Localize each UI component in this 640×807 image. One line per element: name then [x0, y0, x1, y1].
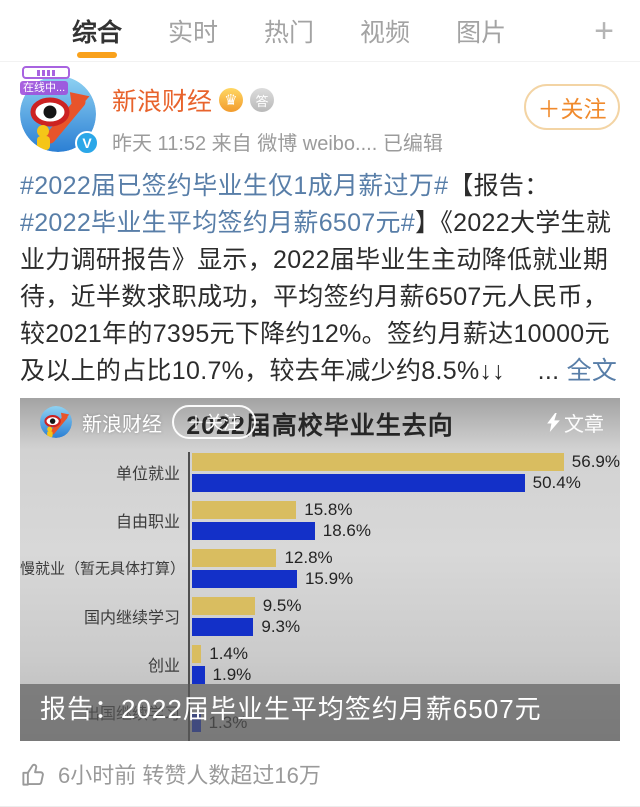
chart-title: 2022届高校毕业生去向 [186, 412, 454, 440]
add-tab-icon[interactable]: + [594, 11, 614, 50]
chart-category-row: 慢就业（暂无具体打算） 12.8% 15.9% [20, 544, 620, 592]
qa-badge-icon: 答 [250, 88, 275, 112]
category-label: 自由职业 [115, 514, 180, 531]
bar-blue [192, 473, 525, 492]
author-name[interactable]: 新浪财经 [112, 88, 213, 116]
bar-value-label: 56.9% [571, 451, 620, 471]
chart-axis-line [188, 452, 190, 741]
bar-value-label: 50.4% [532, 472, 581, 492]
bar-yellow [192, 596, 255, 615]
crown-badge-icon: ♛ [219, 88, 244, 112]
post-link[interactable]: 全文 [566, 357, 618, 385]
engagement-bar[interactable]: 6小时前 转赞人数超过16万 [20, 741, 620, 790]
chart-category-row: 自由职业 15.8% 18.6% [20, 496, 620, 544]
bar-value-label: 9.3% [261, 616, 301, 636]
bar-blue [192, 569, 297, 588]
image-caption-band: 报告：2022届毕业生平均签约月薪6507元 [20, 684, 620, 741]
post-meta: 昨天 11:52 来自 微博 weibo.... 已编辑 [112, 133, 443, 155]
avatar[interactable]: 在线中... V [20, 66, 99, 155]
thumbs-up-icon [22, 763, 44, 786]
bar-yellow [192, 500, 297, 519]
follow-button[interactable]: ＋关注 [524, 84, 620, 130]
online-status-badge: 在线中... [20, 81, 69, 95]
post-content: #2022届已签约毕业生仅1成月薪过万#【报告： #2022毕业生平均签约月薪65… [20, 168, 620, 390]
bar-blue [192, 617, 254, 636]
tab-综合[interactable]: 综合 [72, 0, 122, 62]
sina-finance-avatar [20, 76, 96, 152]
category-label: 单位就业 [115, 466, 180, 483]
lightning-icon [547, 412, 560, 432]
tab-图片[interactable]: 图片 [456, 18, 507, 47]
search-result-tabbar: 综合 实时 热门 视频 图片 + [0, 0, 640, 62]
tab-热门[interactable]: 热门 [264, 18, 315, 47]
embedded-article-image[interactable]: 2022届高校毕业生去向 新浪财经 ＋关注 文章 单位就业 56.9% 50.4% 自… [20, 398, 620, 741]
tab-视频[interactable]: 视频 [360, 18, 411, 47]
bar-value-label: 9.5% [262, 595, 302, 615]
verified-icon: V [75, 131, 99, 155]
bar-blue [192, 521, 315, 540]
post-link[interactable]: #2022届已签约毕业生仅1成月薪过万# [20, 172, 449, 200]
bar-value-label: 15.8% [304, 499, 353, 519]
post-link[interactable]: #2022毕业生平均签约月薪6507元# [20, 209, 416, 237]
bar-value-label: 1.9% [212, 664, 252, 684]
article-label: 文章 [564, 413, 604, 436]
category-label: 慢就业（暂无具体打算） [20, 560, 186, 578]
embed-follow-button[interactable]: ＋关注 [172, 405, 256, 439]
tab-实时[interactable]: 实时 [168, 18, 219, 47]
embed-author-name: 新浪财经 [82, 413, 162, 436]
bar-value-label: 1.4% [209, 643, 248, 663]
bar-yellow [192, 452, 564, 471]
sina-finance-mini-avatar [40, 406, 72, 438]
bar-value-label: 18.6% [322, 520, 371, 540]
engagement-text: 6小时前 转赞人数超过16万 [58, 763, 321, 788]
embed-author-overlay: 新浪财经 ＋关注 文章 [40, 405, 604, 439]
chart-category-row: 单位就业 56.9% 50.4% [20, 448, 620, 496]
image-caption-text: 报告：2022届毕业生平均签约月薪6507元 [40, 694, 542, 724]
post-plain-text: 【报告： [448, 172, 550, 200]
chart-category-row: 国内继续学习 9.5% 9.3% [20, 592, 620, 640]
category-label: 国内继续学习 [83, 610, 180, 627]
category-label: 创业 [147, 658, 180, 675]
bar-yellow [192, 548, 277, 567]
bar-yellow [192, 644, 202, 663]
status-bubble-icon [22, 66, 70, 79]
bar-blue [192, 665, 205, 684]
article-link[interactable]: 文章 [547, 408, 604, 437]
post-header: 在线中... V 新浪财经 ♛ 答 昨天 11:52 来自 微博 weibo...… [0, 62, 640, 156]
bar-chart: 单位就业 56.9% 50.4% 自由职业 15.8% 18.6% 慢就业（暂无具体打算） 1… [20, 448, 620, 741]
bar-value-label: 15.9% [304, 568, 354, 588]
author-info: 新浪财经 ♛ 答 昨天 11:52 来自 微博 weibo.... 已编辑 [112, 76, 524, 156]
chart-category-row: 创业 1.4% 1.9% [20, 640, 620, 688]
post-plain-text: 】《2022大学生就业力调研报告》显示，2022届毕业生主动降低就业期待，近半数… [20, 209, 612, 385]
bar-value-label: 12.8% [284, 547, 333, 567]
